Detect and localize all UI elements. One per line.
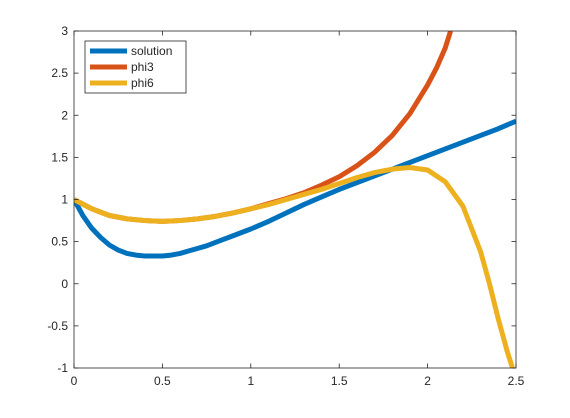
legend-label-phi6: phi6 [131, 76, 154, 90]
y-tick-label: 3 [61, 24, 68, 38]
series-layer [74, 31, 516, 368]
y-tick-label: 0 [61, 277, 68, 291]
y-tick-label: 1.5 [51, 150, 68, 164]
y-tick-label: -1 [57, 361, 68, 375]
legend-label-solution: solution [131, 44, 172, 58]
x-tick-label: 2 [424, 374, 431, 388]
x-tick-label: 1.5 [331, 374, 348, 388]
axes-layer: 0 0.5 1 1.5 2 2.5 -1 -0.5 0 0.5 1 1.5 2 2.5 3 [47, 24, 524, 388]
x-tick-label: 0.5 [154, 374, 171, 388]
legend-label-phi3: phi3 [131, 60, 154, 74]
y-tick-label: 0.5 [51, 235, 68, 249]
x-tick-label: 1 [247, 374, 254, 388]
y-tick-label: 1 [61, 193, 68, 207]
x-tick-label: 0 [71, 374, 78, 388]
x-tick-label: 2.5 [508, 374, 525, 388]
y-tick-label: 2.5 [51, 66, 68, 80]
y-tick-label: -0.5 [47, 319, 68, 333]
series-line-phi6 [74, 164, 515, 368]
legend: solution phi3 phi6 [84, 40, 187, 94]
series-line-solution [74, 118, 516, 259]
y-tick-label: 2 [61, 108, 68, 122]
